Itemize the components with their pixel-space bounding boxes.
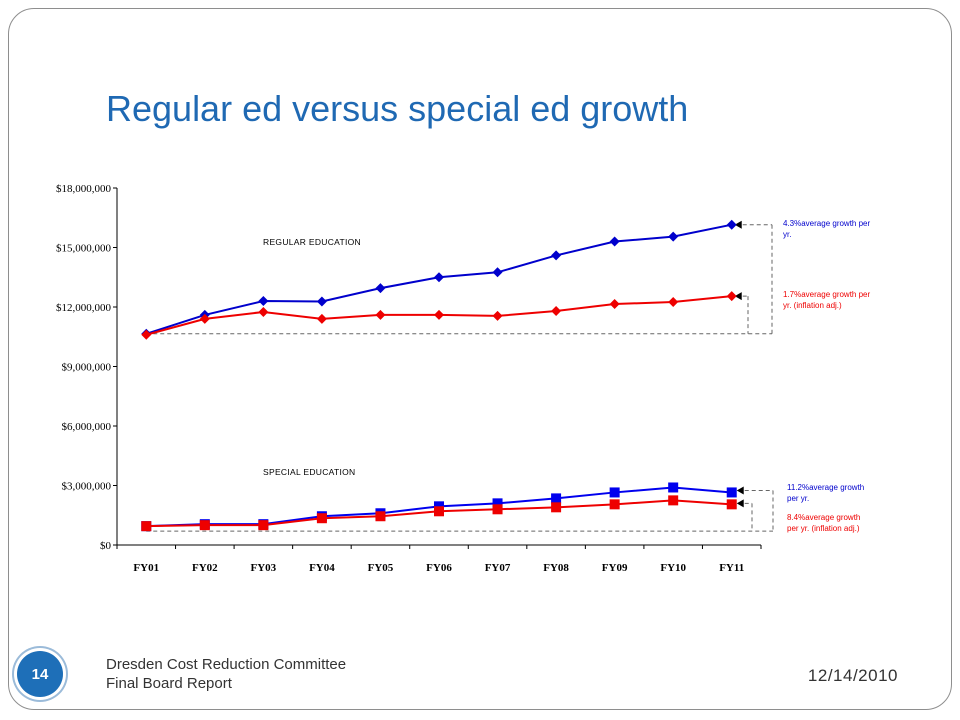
annotation-3-line: 8.4%average growth xyxy=(787,513,860,522)
series-0-point xyxy=(551,250,562,261)
footer-line-1: Dresden Cost Reduction Committee xyxy=(106,656,347,673)
footer-line-2: Final Board Report xyxy=(106,675,232,692)
x-tick-label: FY09 xyxy=(602,562,628,574)
series-0-point xyxy=(668,231,679,242)
slide-title: Regular ed versus special ed growth xyxy=(106,88,689,129)
x-tick-label: FY03 xyxy=(251,562,277,574)
series-0-point xyxy=(492,267,503,278)
series-0-point xyxy=(316,296,327,307)
series-3-point xyxy=(199,520,210,531)
footer-date: 12/14/2010 xyxy=(807,666,898,685)
y-tick-label: $18,000,000 xyxy=(56,183,112,195)
x-tick-label: FY02 xyxy=(192,562,218,574)
series-3-point xyxy=(316,513,327,524)
annotation-2-line: per yr. xyxy=(787,494,809,503)
series-1-point xyxy=(316,313,327,324)
series-3-point xyxy=(609,499,620,510)
series-1-point xyxy=(726,291,737,302)
special-arrow-head xyxy=(736,486,744,495)
x-tick-label: FY11 xyxy=(719,562,744,574)
annotation-3-line: per yr. (inflation adj.) xyxy=(787,524,860,533)
series-1-point xyxy=(492,310,503,321)
regular-arrow-head xyxy=(734,220,742,229)
series-3-point xyxy=(434,506,444,517)
series-1-point xyxy=(609,299,620,310)
x-tick-label: FY05 xyxy=(368,562,394,574)
series-1-point xyxy=(141,329,152,340)
series-2-point xyxy=(609,487,620,498)
slide-frame xyxy=(8,8,952,710)
special-inflation-arrow-head xyxy=(736,499,744,508)
series-3-point xyxy=(141,521,152,532)
y-tick-label: $15,000,000 xyxy=(56,243,112,255)
x-tick-label: FY07 xyxy=(485,562,511,574)
x-tick-label: FY01 xyxy=(133,562,159,574)
series-3-point xyxy=(726,499,737,510)
y-tick-label: $6,000,000 xyxy=(62,421,112,433)
series-2-point xyxy=(668,482,679,493)
series-1-point xyxy=(258,306,269,317)
series-3-point xyxy=(492,504,503,515)
series-1-point xyxy=(551,305,562,316)
x-tick-label: FY08 xyxy=(543,562,569,574)
series-2-point xyxy=(551,493,562,504)
series-0-point xyxy=(726,219,737,230)
series-0-point xyxy=(375,283,386,294)
series-2-point xyxy=(492,498,503,509)
slide-number-badge: 14 xyxy=(17,651,63,697)
x-tick-label: FY10 xyxy=(660,562,686,574)
series-3-point xyxy=(375,511,386,522)
regular-inflation-arrow-head xyxy=(734,292,742,301)
series-1-point xyxy=(375,309,386,320)
x-tick-label: FY06 xyxy=(426,562,452,574)
series-2-point xyxy=(726,487,737,498)
series-1-point xyxy=(434,309,444,320)
series-3-point xyxy=(668,495,679,506)
y-tick-label: $0 xyxy=(100,540,112,552)
annotation-1-line: 1.7%average growth per xyxy=(783,290,871,299)
series-3-point xyxy=(258,520,269,531)
y-tick-label: $12,000,000 xyxy=(56,302,112,314)
series-1-point xyxy=(668,297,679,308)
footer-text: Dresden Cost Reduction Committee Final B… xyxy=(106,655,346,693)
series-0-point xyxy=(609,236,620,247)
series-3-point xyxy=(551,502,562,513)
series-0-point xyxy=(434,272,444,283)
x-tick-label: FY04 xyxy=(309,562,335,574)
series-0-point xyxy=(258,296,269,307)
annotation-1-line: yr. (inflation adj.) xyxy=(783,301,842,310)
annotation-2-line: 11.2%average growth xyxy=(787,483,864,492)
section-label-special: SPECIAL EDUCATION xyxy=(263,467,355,477)
series-1-point xyxy=(199,313,210,324)
y-tick-label: $9,000,000 xyxy=(62,362,112,374)
y-tick-label: $3,000,000 xyxy=(62,481,112,493)
section-label-regular: REGULAR EDUCATION xyxy=(263,237,361,247)
annotation-0-line: 4.3%average growth per xyxy=(783,219,871,228)
annotation-0-line: yr. xyxy=(783,230,791,239)
